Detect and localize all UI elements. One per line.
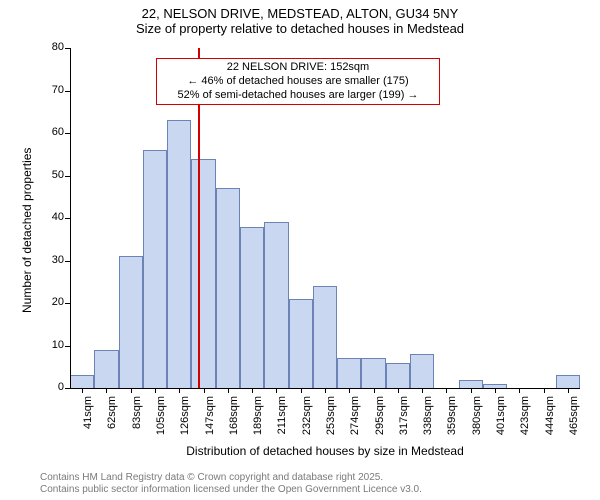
x-tick-mark: [155, 388, 156, 393]
x-tick-mark: [374, 388, 375, 393]
chart-title: 22, NELSON DRIVE, MEDSTEAD, ALTON, GU34 …: [0, 6, 600, 36]
x-tick-mark: [519, 388, 520, 393]
x-tick-label: 189sqm: [252, 396, 264, 446]
histogram-bar: [167, 120, 191, 388]
y-tick-label: 60: [36, 126, 64, 138]
x-tick-mark: [276, 388, 277, 393]
histogram-bar: [70, 375, 94, 388]
y-tick-label: 70: [36, 84, 64, 96]
x-tick-mark: [471, 388, 472, 393]
x-tick-label: 401sqm: [495, 396, 507, 446]
x-tick-mark: [325, 388, 326, 393]
histogram-bar: [410, 354, 434, 388]
x-tick-label: 444sqm: [544, 396, 556, 446]
x-tick-label: 147sqm: [204, 396, 216, 446]
x-tick-label: 317sqm: [398, 396, 410, 446]
title-line-1: 22, NELSON DRIVE, MEDSTEAD, ALTON, GU34 …: [0, 6, 600, 21]
x-tick-label: 380sqm: [471, 396, 483, 446]
histogram-bar: [216, 188, 240, 388]
x-tick-label: 295sqm: [374, 396, 386, 446]
x-tick-label: 274sqm: [349, 396, 361, 446]
y-tick-label: 10: [36, 339, 64, 351]
x-tick-label: 41sqm: [82, 396, 94, 446]
x-tick-label: 423sqm: [519, 396, 531, 446]
x-tick-mark: [349, 388, 350, 393]
x-tick-mark: [228, 388, 229, 393]
y-tick-label: 30: [36, 254, 64, 266]
y-tick-label: 40: [36, 211, 64, 223]
attribution-footer: Contains HM Land Registry data © Crown c…: [40, 472, 422, 496]
histogram-bar: [313, 286, 337, 388]
x-tick-mark: [544, 388, 545, 393]
y-tick-label: 80: [36, 41, 64, 53]
y-tick-label: 0: [36, 381, 64, 393]
annotation-line-1: 22 NELSON DRIVE: 152sqm: [163, 61, 433, 75]
y-tick-mark: [65, 303, 70, 304]
annotation-line-2: ← 46% of detached houses are smaller (17…: [163, 75, 433, 89]
y-tick-mark: [65, 388, 70, 389]
histogram-bar: [337, 358, 361, 388]
x-tick-mark: [82, 388, 83, 393]
y-tick-mark: [65, 261, 70, 262]
y-tick-mark: [65, 133, 70, 134]
x-tick-mark: [446, 388, 447, 393]
x-tick-mark: [568, 388, 569, 393]
x-axis-label: Distribution of detached houses by size …: [70, 444, 580, 458]
footer-line-1: Contains HM Land Registry data © Crown c…: [40, 472, 422, 484]
x-tick-mark: [398, 388, 399, 393]
histogram-bar: [94, 350, 118, 388]
y-tick-mark: [65, 176, 70, 177]
y-tick-mark: [65, 91, 70, 92]
histogram-bar: [143, 150, 167, 388]
histogram-bar: [119, 256, 143, 388]
x-tick-label: 105sqm: [155, 396, 167, 446]
x-tick-label: 168sqm: [228, 396, 240, 446]
histogram-bar: [556, 375, 580, 388]
x-tick-mark: [179, 388, 180, 393]
x-tick-label: 211sqm: [276, 396, 288, 446]
x-tick-label: 359sqm: [446, 396, 458, 446]
x-tick-mark: [106, 388, 107, 393]
annotation-line-3: 52% of semi-detached houses are larger (…: [163, 89, 433, 103]
x-tick-label: 62sqm: [106, 396, 118, 446]
footer-line-2: Contains public sector information licen…: [40, 484, 422, 496]
y-tick-mark: [65, 218, 70, 219]
x-tick-label: 338sqm: [422, 396, 434, 446]
y-axis-label: Number of detached properties: [20, 148, 34, 313]
y-tick-mark: [65, 346, 70, 347]
y-axis-line: [70, 48, 71, 388]
x-tick-mark: [422, 388, 423, 393]
histogram-bar: [386, 363, 410, 389]
x-tick-mark: [301, 388, 302, 393]
histogram-bar: [459, 380, 483, 389]
y-tick-mark: [65, 48, 70, 49]
x-tick-label: 253sqm: [325, 396, 337, 446]
x-tick-label: 83sqm: [131, 396, 143, 446]
x-tick-mark: [131, 388, 132, 393]
title-line-2: Size of property relative to detached ho…: [0, 21, 600, 36]
histogram-bar: [361, 358, 385, 388]
x-tick-mark: [204, 388, 205, 393]
y-tick-label: 50: [36, 169, 64, 181]
x-tick-mark: [252, 388, 253, 393]
histogram-bar: [191, 159, 215, 389]
x-tick-label: 465sqm: [568, 396, 580, 446]
histogram-bar: [289, 299, 313, 388]
y-tick-label: 20: [36, 296, 64, 308]
x-tick-mark: [495, 388, 496, 393]
annotation-box: 22 NELSON DRIVE: 152sqm ← 46% of detache…: [156, 58, 440, 105]
x-tick-label: 232sqm: [301, 396, 313, 446]
x-tick-label: 126sqm: [179, 396, 191, 446]
histogram-bar: [264, 222, 288, 388]
histogram-bar: [240, 227, 264, 389]
